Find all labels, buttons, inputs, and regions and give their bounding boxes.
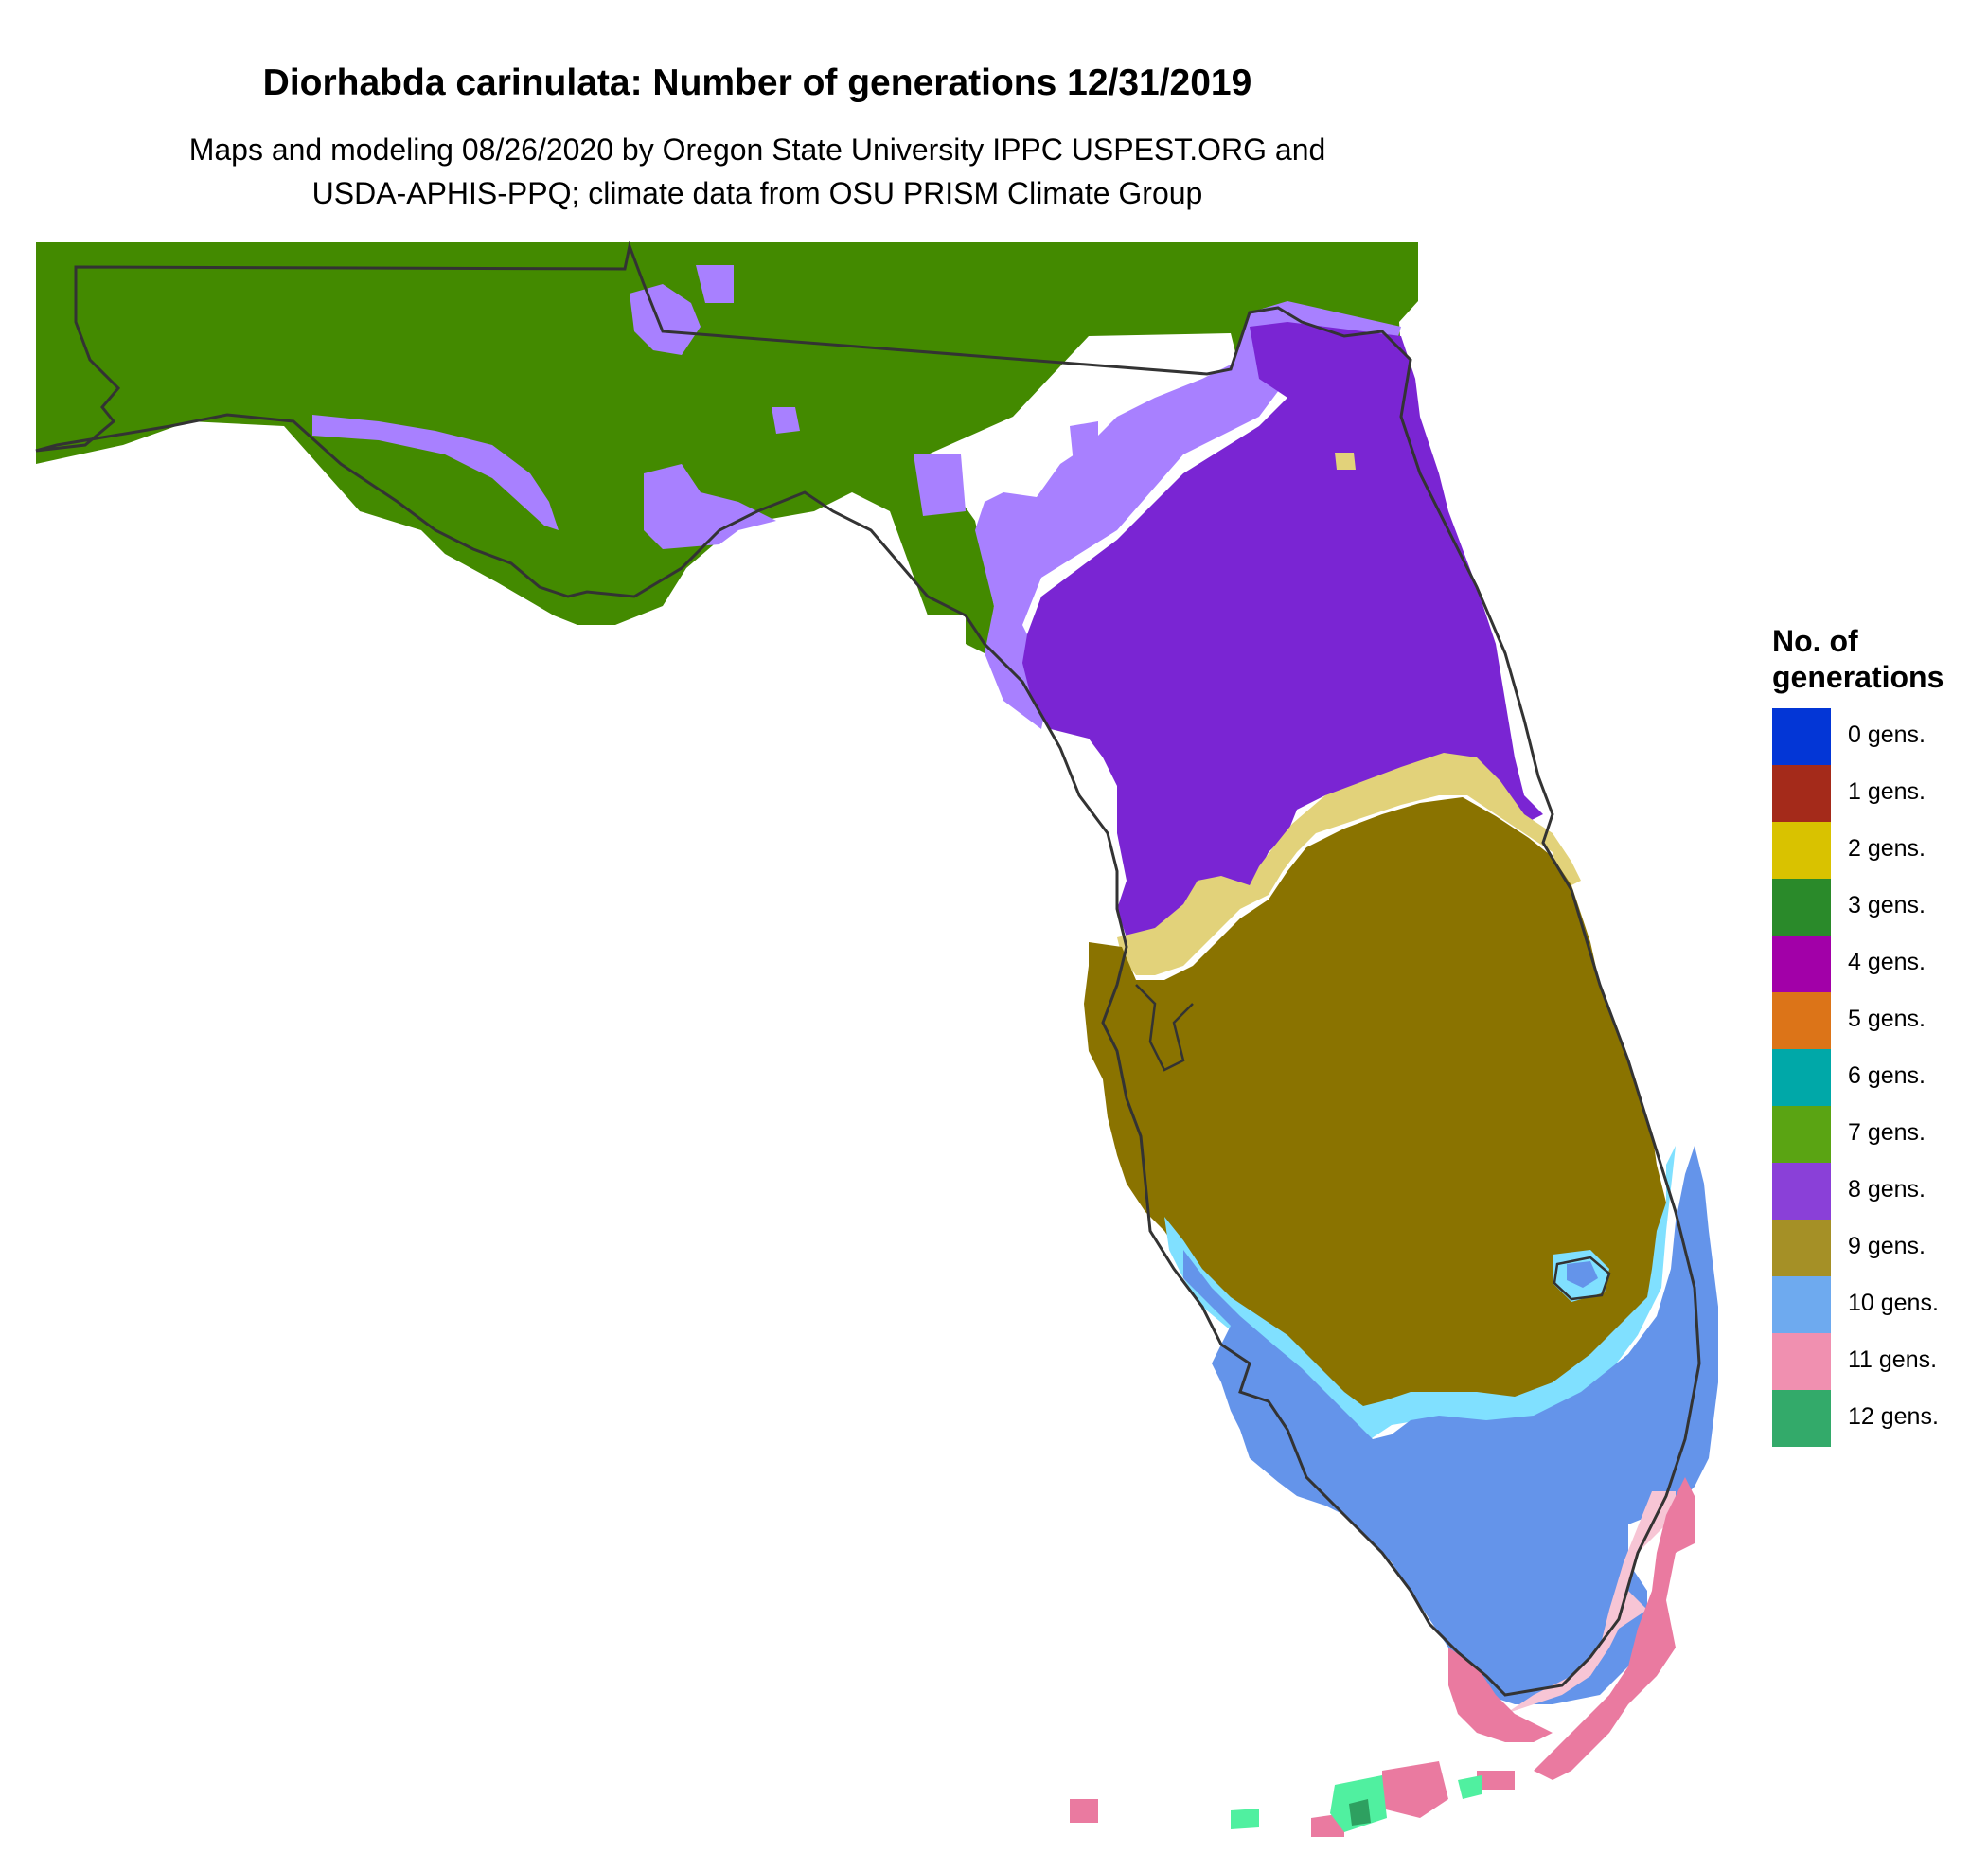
region-pink-east [1534,1477,1695,1780]
region-light-purple-coast [312,415,559,530]
legend-swatch [1772,879,1831,936]
map-title: Diorhabda carinulata: Number of generati… [262,62,1252,103]
region-light-purple-patch [914,454,966,516]
region-purple [1022,322,1543,937]
legend-title: No. of generations [1772,623,1944,695]
legend-label: 6 gens. [1848,1062,1926,1089]
region-pale-yellow-dot [1335,453,1356,470]
region-pale-yellow [1117,753,1581,975]
legend-label: 0 gens. [1848,722,1926,748]
legend-swatch [1772,1333,1831,1390]
region-pink-key-2 [1477,1771,1515,1790]
region-pink-keys-south [1448,1648,1553,1742]
legend-swatch [1772,1276,1831,1333]
legend-swatch [1772,1220,1831,1276]
region-light-purple-patch3 [772,407,800,434]
region-light-purple-patch2 [1070,421,1098,473]
lake-okeechobee-outline [1553,1256,1611,1301]
tampa-bay-outline [1135,984,1194,1072]
legend-label: 7 gens. [1848,1119,1926,1146]
state-outline [35,241,1701,1697]
legend-label: 4 gens. [1848,949,1926,975]
legend-swatch [1772,936,1831,992]
legend-label: 1 gens. [1848,778,1926,805]
legend-swatch [1772,1390,1831,1447]
legend-swatch [1772,1163,1831,1220]
region-light-purple-northcenter [696,265,734,303]
legend-label: 12 gens. [1848,1403,1939,1430]
region-light-purple-apalachicola [644,464,776,549]
region-blue-lake [1567,1261,1598,1288]
map-subtitle-line-2: USDA-APHIS-PPQ; climate data from OSU PR… [311,176,1203,210]
region-pink-key-3 [1070,1799,1098,1823]
region-blue [1183,1146,1718,1704]
region-mint-key-2 [1458,1775,1482,1799]
legend-label: 9 gens. [1848,1233,1926,1259]
legend-label: 3 gens. [1848,892,1926,918]
legend-label: 11 gens. [1848,1346,1938,1373]
legend-swatch [1772,1106,1831,1163]
legend-label: 5 gens. [1848,1006,1926,1032]
legend-swatch [1772,992,1831,1049]
region-light-pink [1505,1491,1676,1714]
legend-swatch [1772,708,1831,765]
region-panhandle [36,242,1418,682]
region-pink-key-1 [1382,1761,1448,1818]
map-subtitle-line-1: Maps and modeling 08/26/2020 by Oregon S… [188,133,1326,167]
legend-title-line-2: generations [1772,660,1944,694]
region-light-purple-georgia [630,284,701,355]
region-olive [1084,797,1666,1430]
legend-label: 8 gens. [1848,1176,1926,1203]
florida-generations-map [35,241,1718,1837]
legend-swatch [1772,822,1831,879]
legend-label: 2 gens. [1848,835,1926,862]
legend-label: 10 gens. [1848,1290,1939,1316]
legend-swatch [1772,765,1831,822]
region-green-key [1349,1799,1371,1826]
legend-swatch [1772,1049,1831,1106]
legend-title-line-1: No. of [1772,624,1858,658]
region-mint-key-3 [1231,1809,1259,1829]
